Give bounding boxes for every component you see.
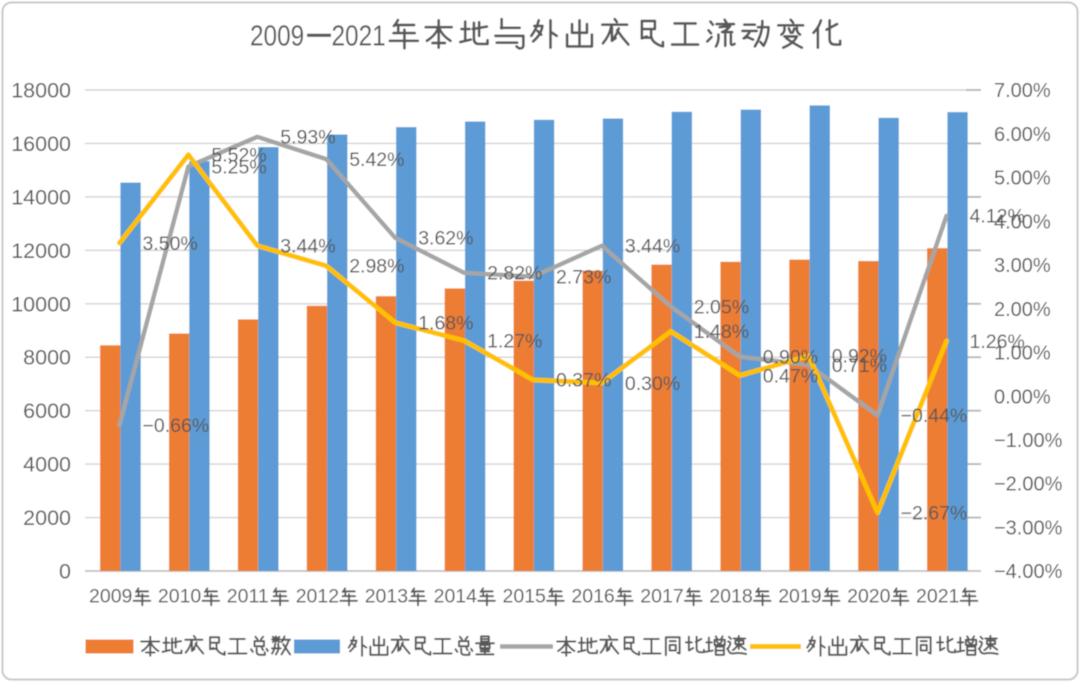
svg-text:2021: 2021 (916, 586, 959, 608)
svg-text:−1.00%: −1.00% (994, 430, 1063, 452)
svg-text:14000: 14000 (11, 185, 71, 209)
svg-text:5.52%: 5.52% (211, 145, 266, 167)
svg-text:2020: 2020 (847, 586, 891, 608)
svg-text:5.25%: 5.25% (211, 156, 266, 178)
svg-text:2011: 2011 (227, 586, 269, 608)
svg-text:0.92%: 0.92% (832, 346, 887, 368)
svg-text:3.00%: 3.00% (994, 255, 1051, 277)
svg-text:2.05%: 2.05% (694, 296, 749, 318)
svg-text:0: 0 (59, 560, 71, 584)
svg-text:10000: 10000 (11, 292, 71, 316)
svg-text:2000: 2000 (23, 506, 71, 530)
svg-text:0.47%: 0.47% (763, 365, 818, 387)
svg-text:4000: 4000 (23, 453, 71, 477)
svg-text:0.00%: 0.00% (994, 386, 1051, 408)
svg-text:5.00%: 5.00% (994, 168, 1051, 190)
svg-text:2.00%: 2.00% (994, 299, 1051, 321)
svg-text:−2.67%: −2.67% (901, 503, 968, 525)
svg-text:2.82%: 2.82% (487, 263, 542, 285)
svg-text:2010: 2010 (158, 586, 202, 608)
svg-text:2.73%: 2.73% (556, 267, 611, 289)
svg-text:18000: 18000 (11, 79, 71, 103)
svg-text:2021: 2021 (332, 20, 386, 52)
svg-text:2009: 2009 (89, 586, 132, 608)
svg-text:7.00%: 7.00% (994, 80, 1051, 102)
svg-text:4.00%: 4.00% (994, 211, 1051, 233)
svg-text:3.50%: 3.50% (143, 233, 198, 255)
svg-text:2018: 2018 (709, 586, 752, 608)
svg-text:2019: 2019 (778, 586, 821, 608)
svg-text:2.98%: 2.98% (349, 256, 404, 278)
svg-text:0.71%: 0.71% (832, 355, 887, 377)
svg-text:−2.00%: −2.00% (994, 474, 1063, 496)
svg-text:2009: 2009 (250, 20, 304, 52)
svg-text:4.12%: 4.12% (970, 206, 1025, 228)
svg-text:2014: 2014 (434, 586, 478, 608)
svg-text:2013: 2013 (365, 586, 408, 608)
svg-text:2015: 2015 (503, 586, 547, 608)
svg-text:1.26%: 1.26% (970, 331, 1025, 353)
svg-text:3.62%: 3.62% (418, 228, 473, 250)
svg-text:0.37%: 0.37% (556, 370, 611, 392)
svg-text:−0.66%: −0.66% (143, 415, 210, 437)
svg-text:−4.00%: −4.00% (994, 561, 1063, 583)
svg-text:2016: 2016 (571, 586, 614, 608)
svg-text:−3.00%: −3.00% (994, 518, 1063, 540)
svg-text:−0.44%: −0.44% (901, 405, 968, 427)
svg-text:5.93%: 5.93% (280, 127, 335, 149)
svg-text:12000: 12000 (11, 239, 71, 263)
svg-text:1.00%: 1.00% (994, 343, 1051, 365)
svg-text:0.30%: 0.30% (625, 373, 680, 395)
svg-text:3.44%: 3.44% (280, 236, 335, 258)
svg-text:6000: 6000 (23, 399, 71, 423)
svg-text:0.90%: 0.90% (763, 347, 818, 369)
svg-text:8000: 8000 (23, 346, 71, 370)
svg-text:1.48%: 1.48% (694, 321, 749, 343)
svg-text:1.68%: 1.68% (418, 312, 473, 334)
svg-text:16000: 16000 (11, 132, 71, 156)
svg-text:3.44%: 3.44% (625, 236, 680, 258)
svg-text:2012: 2012 (296, 586, 339, 608)
svg-text:1.27%: 1.27% (487, 330, 542, 352)
svg-text:6.00%: 6.00% (994, 124, 1051, 146)
svg-text:2017: 2017 (640, 586, 683, 608)
svg-text:5.42%: 5.42% (349, 149, 404, 171)
